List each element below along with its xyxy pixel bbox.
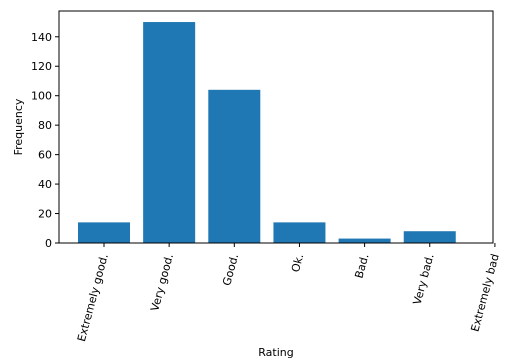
bar-0 — [78, 222, 130, 243]
bar-3 — [273, 222, 326, 243]
x-tick-label-3: Ok. — [289, 252, 306, 273]
y-tick-label-0: 0 — [45, 237, 52, 250]
y-tick-label-4: 80 — [38, 119, 52, 132]
x-axis-label: Rating — [258, 346, 293, 359]
x-tick-label-4: Bad. — [353, 252, 372, 279]
plot-frame — [58, 10, 494, 244]
bar-5 — [403, 231, 456, 243]
y-tick-label-1: 20 — [38, 208, 52, 221]
x-tick-label-5: Very bad. — [411, 252, 437, 306]
bar-1 — [143, 22, 196, 243]
x-tick-label-2: Good. — [220, 252, 241, 287]
y-tick-label-3: 60 — [38, 149, 52, 162]
x-tick-label-1: Very good. — [148, 252, 176, 312]
y-tick-label-7: 140 — [31, 31, 52, 44]
y-tick-label-2: 40 — [38, 178, 52, 191]
x-tick-label-6: Extremely bad — [469, 252, 502, 333]
y-tick-label-5: 100 — [31, 90, 52, 103]
y-axis-label: Frequency — [12, 98, 25, 155]
y-tick-label-6: 120 — [31, 60, 52, 73]
bar-2 — [208, 89, 261, 243]
bar-4 — [338, 238, 391, 243]
x-tick-label-0: Extremely good. — [75, 252, 111, 343]
